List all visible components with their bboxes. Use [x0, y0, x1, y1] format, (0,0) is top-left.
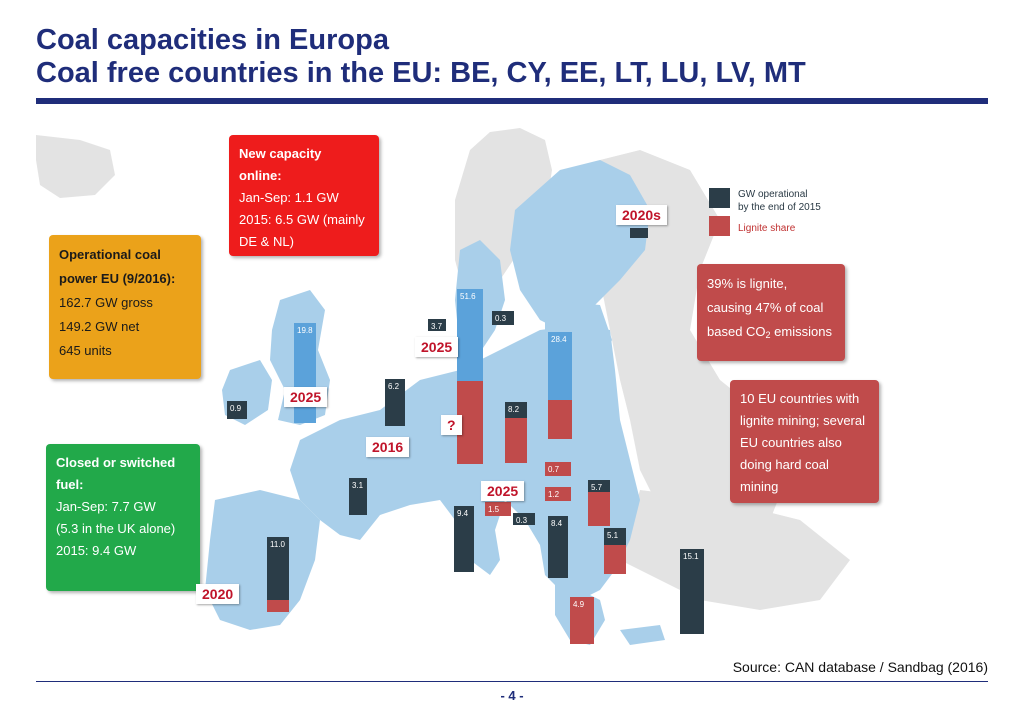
capacity-bar [513, 513, 535, 525]
title-line-1: Coal capacities in Europa [36, 24, 389, 56]
legend-gw-label: GW operational by the end of 2015 [738, 188, 821, 214]
footer-rule [36, 681, 988, 682]
phaseout-year-label: 2016 [366, 437, 410, 457]
capacity-bar [680, 549, 704, 634]
new-capacity-box: New capacity online: Jan-Sep: 1.1 GW 201… [229, 135, 379, 256]
capacity-bar [349, 478, 367, 515]
capacity-bar [570, 597, 594, 644]
legend-gw-line2: by the end of 2015 [738, 202, 821, 213]
phaseout-year-label: 2025 [481, 481, 525, 501]
bar-value-label: 8.2 [508, 405, 520, 414]
slide-title: Coal capacities in Europa Coal free coun… [36, 24, 806, 90]
operational-line4: 149.2 GW net [59, 319, 140, 334]
phaseout-year-label: 2025 [415, 337, 459, 357]
mining-box: 10 EU countries with lignite mining; sev… [730, 380, 879, 503]
phaseout-year-label: ? [441, 415, 462, 435]
bar-value-label: 0.3 [495, 314, 507, 323]
legend-lignite-label: Lignite share [738, 223, 796, 234]
lignite-share-segment [604, 545, 626, 574]
capacity-bar [428, 319, 446, 331]
operational-line3: 162.7 GW gross [59, 295, 153, 310]
legend-gw-line1: GW operational [738, 189, 808, 200]
closed-line3: Jan-Sep: 7.7 GW [56, 499, 156, 514]
new-capacity-line5: DE & NL) [239, 234, 294, 249]
bar-value-label: 51.6 [460, 292, 476, 301]
lignite-line3: based CO2 emissions [707, 320, 835, 347]
bar-value-label: 0.3 [516, 516, 528, 525]
new-capacity-line4: 2015: 6.5 GW (mainly [239, 212, 365, 227]
bar-value-label: 8.4 [551, 519, 563, 528]
lignite-line3-text: based CO [707, 324, 766, 339]
closed-line2: fuel: [56, 477, 84, 492]
phaseout-year-label: 2020s [616, 205, 667, 225]
mining-line4: doing hard coal [740, 457, 829, 472]
new-capacity-line1: New capacity [239, 146, 322, 161]
lignite-share-segment [545, 494, 571, 501]
lignite-line3-end: emissions [770, 324, 832, 339]
capacity-bar [454, 506, 474, 572]
bar-value-label: 6.2 [388, 382, 400, 391]
bar-value-label: 3.1 [352, 481, 364, 490]
closed-line4: (5.3 in the UK alone) [56, 521, 176, 536]
new-capacity-line3: Jan-Sep: 1.1 GW [239, 190, 339, 205]
legend-gw-swatch [709, 188, 730, 208]
operational-line1: Operational coal [59, 247, 161, 262]
bar-value-label: 15.1 [683, 552, 699, 561]
bar-value-label: 11.0 [270, 540, 285, 549]
closed-line1: Closed or switched [56, 455, 176, 470]
mining-line2: lignite mining; several [740, 413, 866, 428]
bar-value-label: 5.7 [591, 483, 603, 492]
source-note: Source: CAN database / Sandbag (2016) [732, 659, 988, 675]
bar-value-label: 1.5 [488, 505, 500, 514]
phaseout-year-label: 2025 [284, 387, 328, 407]
operational-line5: 645 units [59, 343, 112, 358]
lignite-share-segment [485, 508, 511, 516]
bar-value-label: 3.7 [431, 322, 443, 331]
capacity-bar [492, 311, 514, 325]
operational-line2: power EU (9/2016): [59, 271, 176, 286]
capacity-bar [227, 401, 247, 419]
legend-lignite-swatch [709, 216, 730, 236]
bar-value-label: 0.7 [548, 465, 560, 474]
bar-value-label: 28.4 [551, 335, 567, 344]
mining-line5: mining [740, 479, 779, 494]
capacity-bar [548, 516, 568, 578]
closed-line5: 2015: 9.4 GW [56, 543, 137, 558]
lignite-line3-sub: 2 [765, 330, 771, 340]
lignite-line1: 39% is lignite, [707, 276, 788, 291]
lignite-share-segment [505, 418, 527, 463]
capacity-bar [630, 228, 648, 238]
capacity-bar [385, 379, 405, 426]
closed-box: Closed or switched fuel: Jan-Sep: 7.7 GW… [46, 444, 200, 591]
lignite-share-segment [267, 600, 289, 612]
page-number: - 4 - [500, 688, 524, 703]
bar-value-label: 19.8 [297, 326, 313, 335]
capacity-bar [294, 323, 316, 423]
bar-value-label: 4.9 [573, 600, 585, 609]
bar-value-label: 0.9 [230, 404, 242, 413]
mining-line3: EU countries also [740, 435, 842, 450]
new-capacity-line2: online: [239, 168, 282, 183]
capacity-bar [267, 537, 289, 612]
lignite-box: 39% is lignite, causing 47% of coal base… [697, 264, 845, 361]
lignite-line2: causing 47% of coal [707, 300, 824, 315]
bar-value-label: 1.2 [548, 490, 560, 499]
lignite-share-segment [545, 470, 571, 476]
title-underline [36, 98, 988, 104]
bar-value-label: 9.4 [457, 509, 469, 518]
lignite-share-segment [588, 492, 610, 526]
bar-value-label: 5.1 [607, 531, 619, 540]
operational-box: Operational coal power EU (9/2016): 162.… [49, 235, 201, 379]
title-line-2: Coal free countries in the EU: BE, CY, E… [36, 57, 806, 89]
mining-line1: 10 EU countries with [740, 391, 860, 406]
phaseout-year-label: 2020 [196, 584, 240, 604]
lignite-share-segment [548, 400, 572, 439]
